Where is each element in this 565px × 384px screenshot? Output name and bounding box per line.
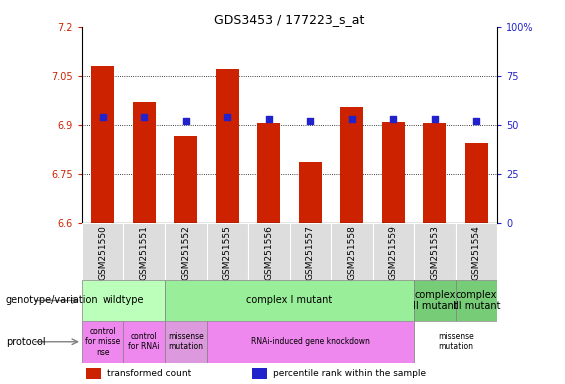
Point <box>140 114 149 120</box>
Bar <box>123 223 165 280</box>
Bar <box>133 102 155 223</box>
Bar <box>207 321 414 363</box>
Bar <box>252 368 267 379</box>
Bar <box>414 321 497 363</box>
Bar <box>414 223 455 280</box>
Text: complex
II mutant: complex II mutant <box>412 290 457 311</box>
Text: GSM251554: GSM251554 <box>472 226 481 280</box>
Bar <box>82 223 123 280</box>
Bar <box>165 321 207 363</box>
Text: transformed count: transformed count <box>107 369 191 378</box>
Bar <box>216 69 238 223</box>
Text: protocol: protocol <box>6 337 45 347</box>
Text: missense
mutation: missense mutation <box>438 332 473 351</box>
Bar <box>414 280 455 321</box>
Bar <box>373 223 414 280</box>
Bar <box>92 66 114 223</box>
Bar <box>175 136 197 223</box>
Point <box>98 114 107 120</box>
Text: control
for misse
nse: control for misse nse <box>85 327 120 357</box>
Point <box>389 116 398 122</box>
Text: control
for RNAi: control for RNAi <box>128 332 160 351</box>
Bar <box>207 223 248 280</box>
Bar <box>248 223 289 280</box>
Text: GSM251551: GSM251551 <box>140 226 149 280</box>
Text: complex I mutant: complex I mutant <box>246 295 333 306</box>
Text: GSM251555: GSM251555 <box>223 226 232 280</box>
Point <box>306 118 315 124</box>
Bar <box>331 223 373 280</box>
Bar <box>123 321 165 363</box>
Bar <box>424 123 446 223</box>
Text: missense
mutation: missense mutation <box>168 332 203 351</box>
Bar <box>455 223 497 280</box>
Text: GSM251557: GSM251557 <box>306 226 315 280</box>
Text: GSM251552: GSM251552 <box>181 226 190 280</box>
Text: GSM251556: GSM251556 <box>264 226 273 280</box>
Point <box>347 116 357 122</box>
Bar <box>341 107 363 223</box>
Bar <box>289 223 331 280</box>
Point <box>431 116 440 122</box>
Bar <box>465 143 488 223</box>
Bar <box>165 223 207 280</box>
Bar <box>86 368 101 379</box>
Text: percentile rank within the sample: percentile rank within the sample <box>273 369 426 378</box>
Text: GSM251550: GSM251550 <box>98 226 107 280</box>
Text: complex
III mutant: complex III mutant <box>453 290 500 311</box>
Text: GSM251559: GSM251559 <box>389 226 398 280</box>
Point <box>181 118 190 124</box>
Bar <box>165 280 414 321</box>
Bar <box>299 162 321 223</box>
Point <box>223 114 232 120</box>
Text: GSM251558: GSM251558 <box>347 226 357 280</box>
Bar <box>258 123 280 223</box>
Text: RNAi-induced gene knockdown: RNAi-induced gene knockdown <box>251 337 370 346</box>
Text: GSM251553: GSM251553 <box>431 226 440 280</box>
Bar <box>382 121 405 223</box>
Point <box>264 116 273 122</box>
Point <box>472 118 481 124</box>
Title: GDS3453 / 177223_s_at: GDS3453 / 177223_s_at <box>214 13 365 26</box>
Bar <box>456 280 497 321</box>
Bar <box>82 280 165 321</box>
Bar <box>82 321 123 363</box>
Text: genotype/variation: genotype/variation <box>6 295 98 306</box>
Text: wildtype: wildtype <box>103 295 144 306</box>
